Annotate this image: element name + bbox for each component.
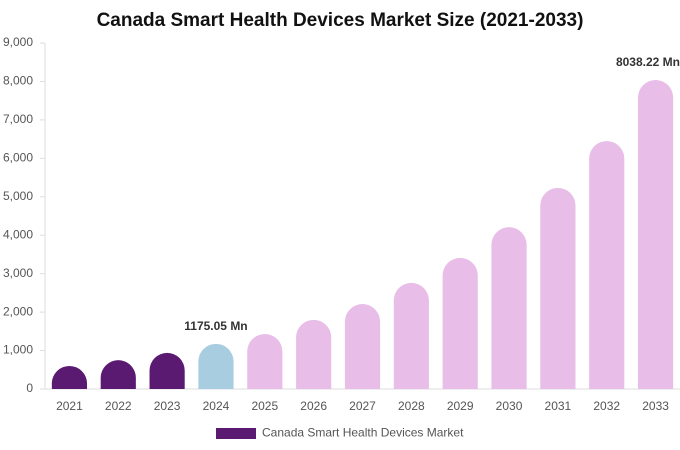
y-tick-label: 6,000 xyxy=(3,151,33,165)
y-tick-label: 3,000 xyxy=(3,266,33,280)
bar xyxy=(344,304,381,389)
x-tick-label: 2024 xyxy=(203,399,230,413)
x-tick-label: 2031 xyxy=(545,399,572,413)
bar xyxy=(589,141,625,389)
data-label: 8038.22 Mn xyxy=(616,55,680,69)
x-tick-label: 2022 xyxy=(105,399,132,413)
x-tick-label: 2025 xyxy=(251,399,278,413)
bar xyxy=(100,360,136,389)
bar xyxy=(637,79,674,389)
y-tick-label: 1,000 xyxy=(3,343,33,357)
x-tick-label: 2030 xyxy=(496,399,523,413)
x-tick-label: 2027 xyxy=(349,399,376,413)
y-tick-label: 9,000 xyxy=(3,35,33,49)
bar xyxy=(442,257,478,389)
y-tick-label: 4,000 xyxy=(3,227,33,241)
bar xyxy=(247,334,283,389)
bar xyxy=(393,282,429,389)
bar xyxy=(296,319,332,389)
y-tick-label: 2,000 xyxy=(3,304,33,318)
x-tick-label: 2032 xyxy=(593,399,620,413)
bar xyxy=(540,187,576,389)
bar xyxy=(149,352,185,389)
y-tick-label: 8,000 xyxy=(3,74,33,88)
x-tick-label: 2026 xyxy=(300,399,327,413)
x-tick-label: 2023 xyxy=(154,399,181,413)
data-label: 1175.05 Mn xyxy=(184,319,247,333)
bar xyxy=(198,343,234,389)
y-tick-label: 5,000 xyxy=(3,189,33,203)
y-tick-label: 7,000 xyxy=(3,112,33,126)
chart-title: Canada Smart Health Devices Market Size … xyxy=(97,10,584,31)
bar xyxy=(51,365,88,389)
x-tick-label: 2021 xyxy=(56,399,83,413)
legend-swatch xyxy=(216,428,256,439)
x-tick-label: 2029 xyxy=(447,399,474,413)
x-tick-label: 2028 xyxy=(398,399,425,413)
bar xyxy=(491,227,527,389)
x-tick-label: 2033 xyxy=(642,399,669,413)
y-tick-label: 0 xyxy=(26,381,33,395)
legend-label: Canada Smart Health Devices Market xyxy=(262,426,464,440)
